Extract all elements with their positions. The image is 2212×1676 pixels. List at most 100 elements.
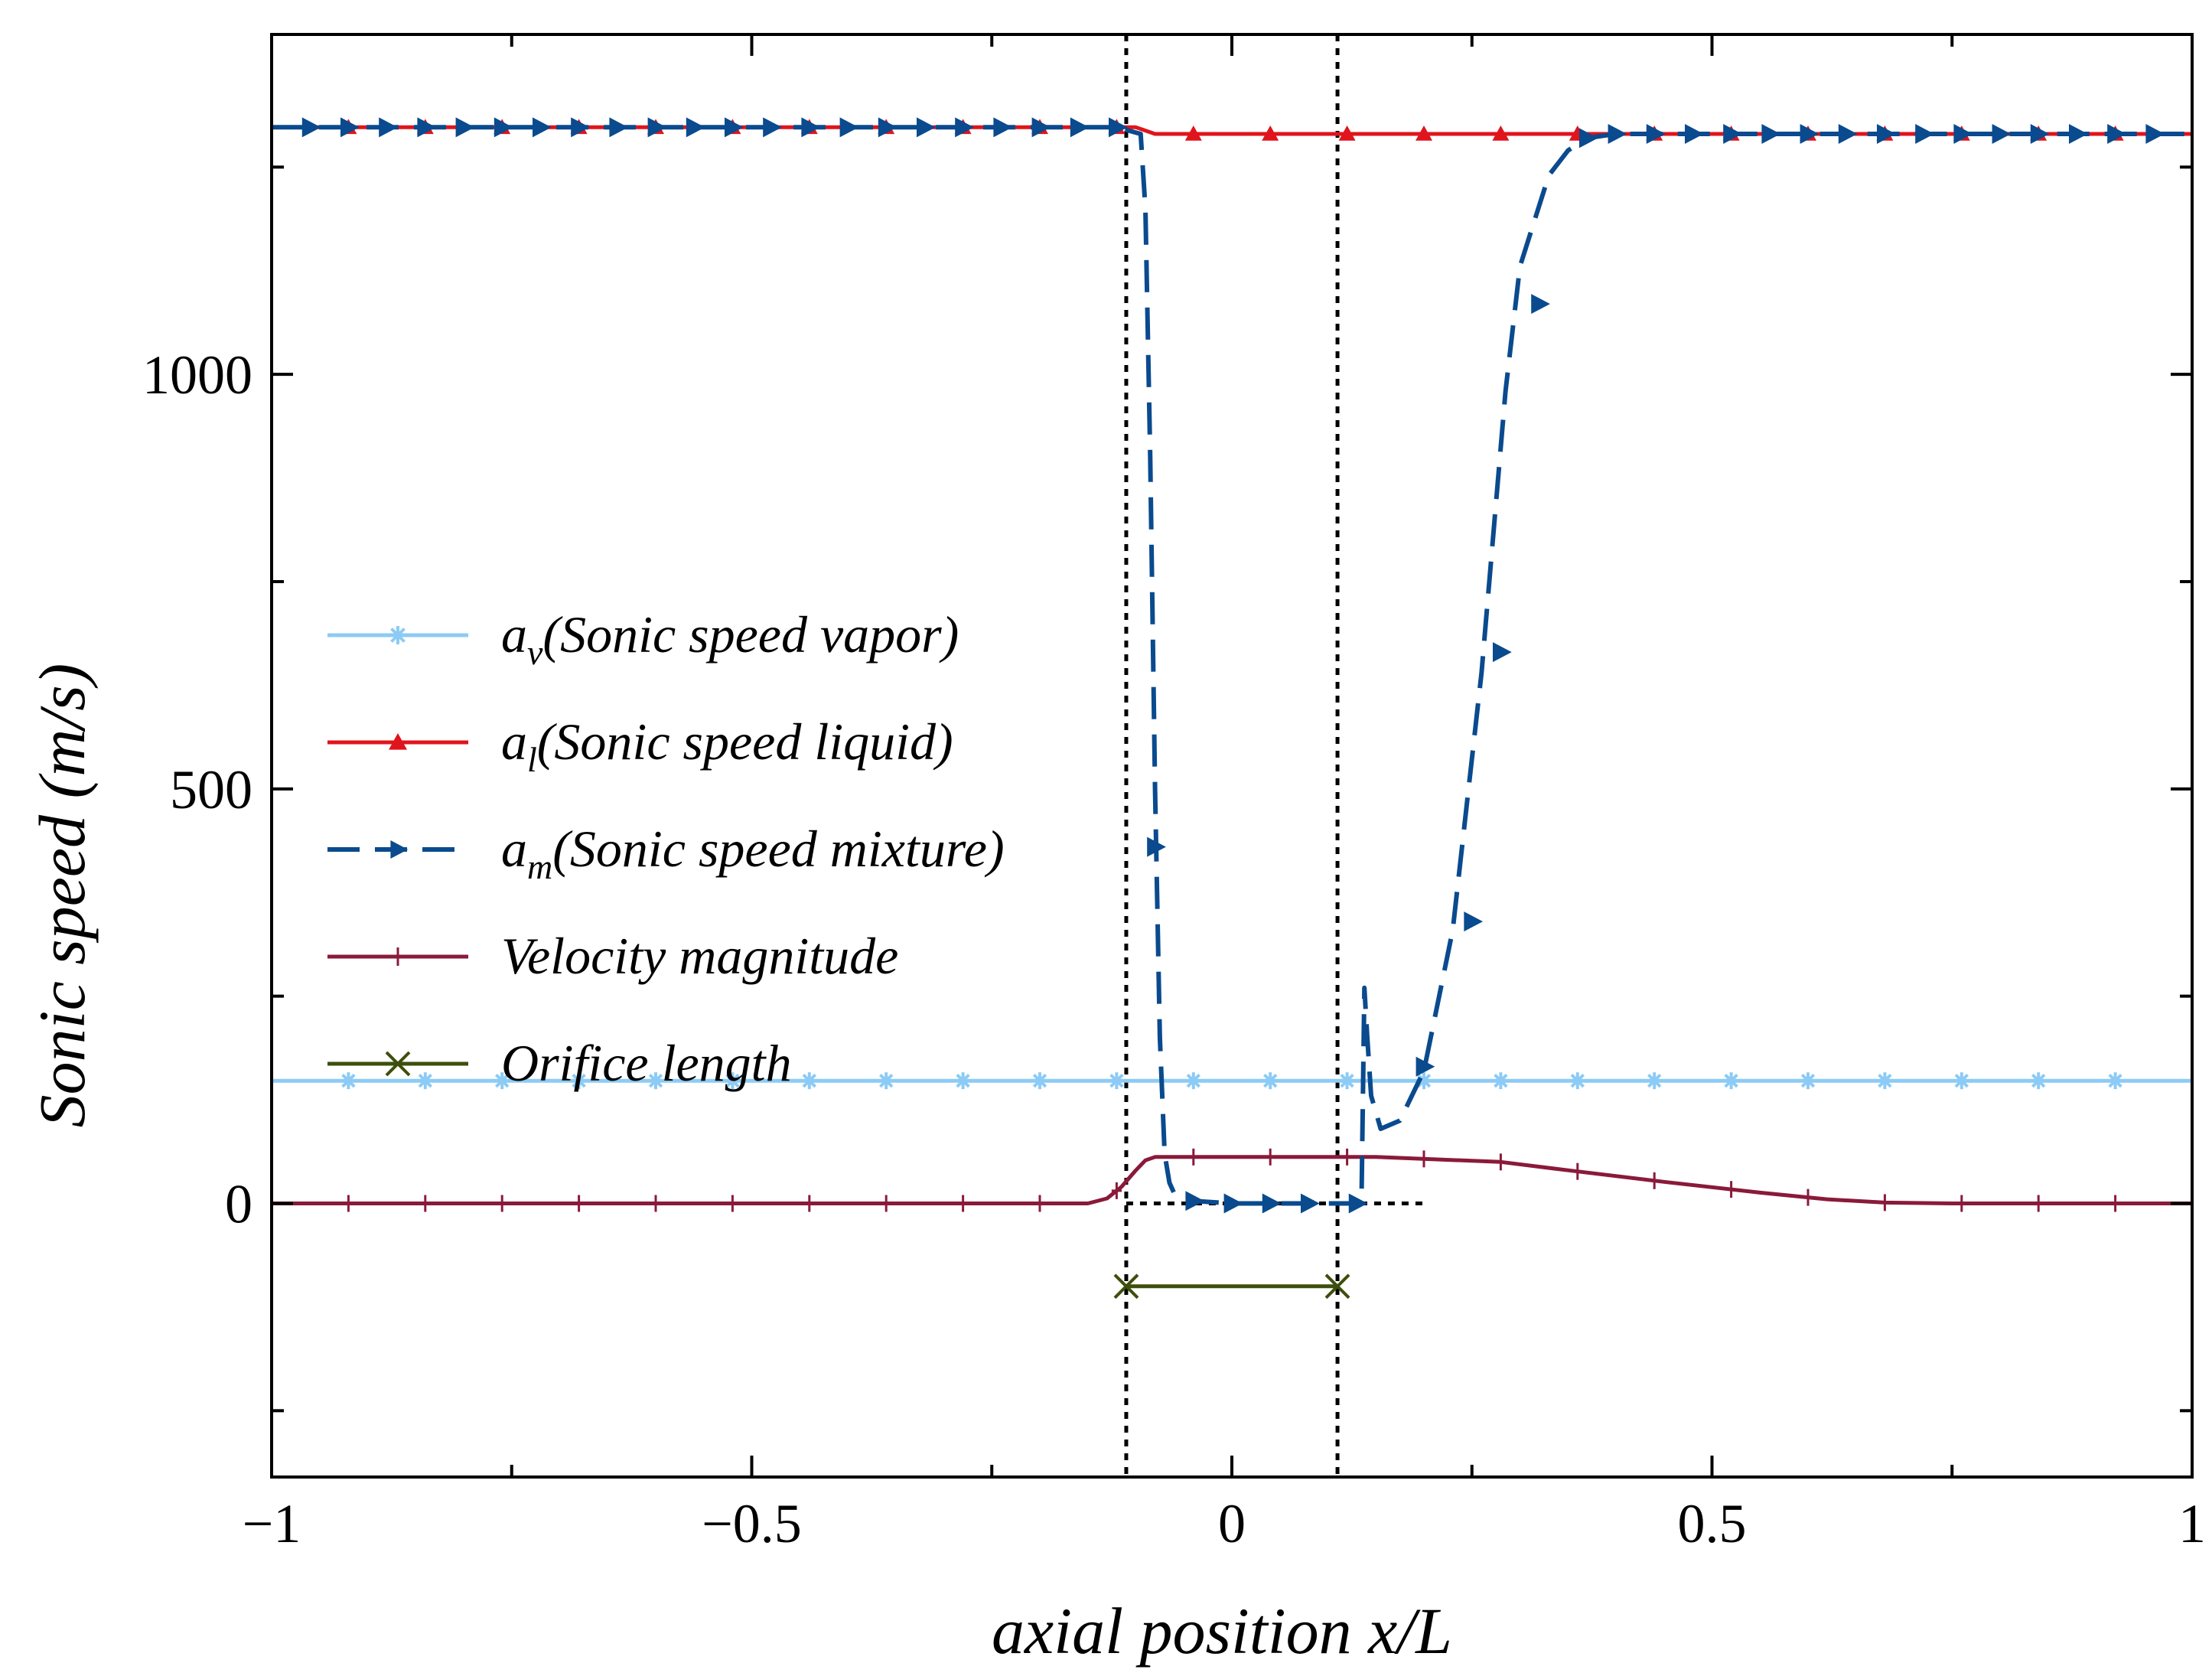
series-marker [1956, 1195, 1967, 1212]
series-marker [340, 117, 360, 138]
legend-label: Orifice length [501, 1034, 792, 1092]
series-marker [1915, 124, 1934, 144]
series-marker [1646, 1072, 1663, 1090]
series-marker [1649, 1172, 1660, 1189]
series-marker [609, 117, 629, 138]
y-tick-label: 500 [170, 759, 252, 820]
legend-entry-4: Orifice length [327, 1034, 792, 1092]
series-marker [763, 117, 782, 138]
series-marker [1877, 124, 1896, 144]
series-marker [1685, 124, 1704, 144]
axes-layer: −1 −0.5 0 0.5 1 0 500 1000 [142, 33, 2206, 1554]
series-marker [647, 1072, 664, 1090]
series-marker [727, 1195, 738, 1212]
legend: av(Sonic speed vapor) al(Sonic speed liqu… [327, 605, 1005, 1092]
series-marker [1953, 1072, 1970, 1090]
x-tick-label: 0 [1218, 1493, 1246, 1554]
series-marker [724, 1072, 741, 1090]
series-marker [1338, 126, 1356, 141]
series-marker [1992, 124, 2012, 144]
series-marker [1184, 1072, 1202, 1090]
legend-marker [389, 733, 407, 750]
series-marker [801, 117, 821, 138]
series-marker [1493, 642, 1512, 663]
series-marker [497, 1195, 507, 1212]
series-marker [2145, 124, 2165, 144]
series-marker [1262, 1072, 1279, 1090]
series-marker [1338, 1072, 1356, 1090]
series-marker [494, 117, 513, 138]
series-marker [1147, 836, 1166, 857]
series-marker [1262, 126, 1279, 141]
series-marker [1070, 117, 1090, 138]
series-marker [1188, 1148, 1199, 1166]
series-marker [1185, 1191, 1205, 1211]
series-marker [1031, 117, 1051, 138]
series-marker [1031, 1072, 1048, 1090]
series-marker [1531, 294, 1550, 315]
series-marker [686, 117, 705, 138]
series-marker [1608, 124, 1627, 144]
series-marker [1569, 1072, 1586, 1090]
series-marker [1109, 117, 1128, 138]
legend-label: al(Sonic speed liquid) [501, 712, 953, 779]
series-marker [1262, 1193, 1282, 1214]
series-marker [1879, 1194, 1890, 1211]
series-marker [1415, 126, 1432, 141]
series-marker [878, 117, 898, 138]
series-marker [954, 1072, 972, 1090]
x-tick-label: 0.5 [1678, 1493, 1747, 1554]
series-marker [917, 117, 936, 138]
x-axis-title: axial position x/L [992, 1594, 1452, 1668]
series-marker [1324, 1273, 1350, 1299]
y-axis-title: Sonic speed (m/s) [25, 664, 99, 1128]
series-marker [1876, 1072, 1894, 1090]
series-marker [1415, 1056, 1435, 1077]
series-marker [2110, 1195, 2121, 1212]
legend-label: am(Sonic speed mixture) [501, 820, 1005, 886]
series-marker [1301, 1193, 1320, 1214]
series-marker [574, 1195, 585, 1212]
series-marker [1113, 1273, 1139, 1299]
series-marker [1646, 124, 1666, 144]
series-marker [2069, 124, 2088, 144]
series-0 [272, 1072, 2192, 1090]
reference-lines [1124, 34, 1424, 1477]
series-marker [379, 117, 398, 138]
y-tick-label: 0 [225, 1174, 252, 1235]
series-marker [2106, 1072, 2124, 1090]
series-marker [1953, 124, 1973, 144]
legend-label: Velocity magnitude [501, 927, 898, 985]
legend-entry-0: av(Sonic speed vapor) [327, 605, 959, 672]
series-marker [1348, 1193, 1368, 1214]
series-marker [1492, 126, 1510, 141]
series-marker [2033, 1195, 2044, 1212]
series-marker [881, 1195, 891, 1212]
series-marker [1342, 1148, 1353, 1166]
series-marker [1495, 1153, 1506, 1171]
series-marker [800, 1072, 818, 1090]
series-marker [1722, 1072, 1740, 1090]
series-marker [878, 1072, 895, 1090]
series-marker [1034, 1195, 1045, 1212]
series-marker [1803, 1189, 1813, 1206]
series-2 [272, 117, 2192, 1214]
series-marker [2030, 1072, 2047, 1090]
series-marker [1726, 1181, 1737, 1198]
series-marker [1184, 126, 1202, 141]
legend-label: av(Sonic speed vapor) [501, 605, 959, 672]
series-line [272, 125, 2192, 1206]
series-marker [1265, 1148, 1275, 1166]
series-marker [1492, 1072, 1510, 1090]
series-marker [1108, 1072, 1126, 1090]
series-marker [1800, 1072, 1816, 1090]
series-marker [839, 117, 859, 138]
series-marker [725, 117, 744, 138]
series-marker [647, 117, 667, 138]
series-marker [340, 1072, 357, 1090]
series-marker [993, 117, 1013, 138]
series-marker [1761, 124, 1781, 144]
